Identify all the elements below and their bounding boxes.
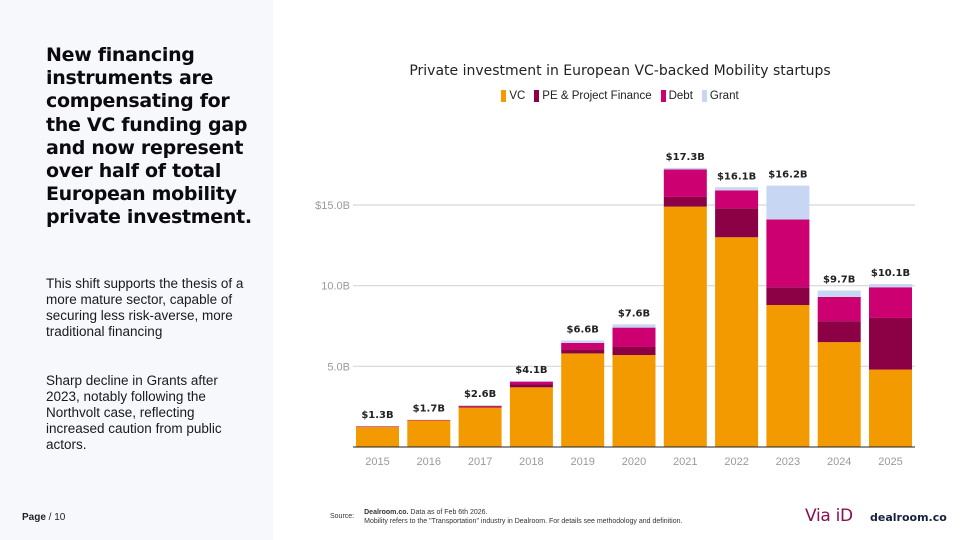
bar-segment-grant bbox=[407, 419, 451, 421]
bar-segment-pe-project-finance bbox=[663, 196, 707, 207]
bar-segment-debt bbox=[817, 296, 861, 322]
bar-segment-pe-project-finance bbox=[509, 384, 553, 388]
x-tick-label: 2016 bbox=[417, 456, 441, 468]
bar-segment-vc bbox=[407, 420, 451, 447]
source-line-1-text: Data as of Feb 6th 2026. bbox=[408, 509, 488, 516]
bar-segment-debt bbox=[561, 342, 605, 350]
source-bold: Dealroom.co. bbox=[364, 509, 409, 516]
bar-total-label: $1.7B bbox=[413, 404, 445, 415]
bar-total-label: $17.3B bbox=[666, 152, 705, 163]
page-label-count: / 10 bbox=[45, 512, 66, 523]
bar-total-label: $2.6B bbox=[464, 389, 496, 400]
legend-swatch-grant bbox=[701, 90, 707, 102]
legend-item-debt: Debt bbox=[660, 90, 693, 102]
bar-total-label: $10.1B bbox=[871, 268, 910, 279]
via-id-logo: Via iD bbox=[805, 506, 853, 526]
bar-segment-vc bbox=[715, 237, 759, 447]
bar-segment-vc bbox=[817, 342, 861, 447]
page-indicator: Page / 10 bbox=[22, 512, 65, 523]
x-tick-label: 2025 bbox=[878, 456, 902, 468]
bar-segment-debt bbox=[356, 426, 399, 428]
legend-label-vc: VC bbox=[509, 90, 526, 102]
bar-segment-debt bbox=[612, 327, 656, 347]
body-paragraph-1: This shift supports the thesis of a more… bbox=[46, 276, 244, 339]
bar-segment-grant bbox=[561, 340, 605, 343]
bar-segment-debt bbox=[663, 169, 707, 197]
bar-segment-grant bbox=[869, 284, 912, 288]
source-line-1: Dealroom.co. Data as of Feb 6th 2026. bbox=[364, 508, 682, 517]
x-tick-label: 2017 bbox=[468, 456, 492, 468]
source-note: Source: Dealroom.co. Data as of Feb 6th … bbox=[330, 508, 682, 526]
legend-item-vc: VC bbox=[501, 90, 525, 102]
bar-segment-grant bbox=[458, 405, 502, 406]
bar-segment-vc bbox=[458, 407, 502, 447]
source-line-2: Mobility refers to the "Transportation" … bbox=[364, 518, 683, 525]
bar-segment-debt bbox=[458, 405, 502, 407]
bar-segment-debt bbox=[509, 381, 553, 385]
bar-segment-pe-project-finance bbox=[715, 208, 759, 238]
bar-segment-vc bbox=[356, 426, 399, 447]
bar-segment-debt bbox=[766, 219, 810, 288]
bar-segment-pe-project-finance bbox=[817, 321, 861, 343]
bar-segment-vc bbox=[766, 305, 810, 447]
bar-segment-vc bbox=[509, 387, 553, 447]
x-tick-label: 2019 bbox=[570, 456, 594, 468]
bar-segment-grant bbox=[612, 324, 656, 328]
page-label-bold: Page bbox=[22, 512, 46, 523]
bar-segment-vc bbox=[612, 355, 656, 447]
bar-segment-pe-project-finance bbox=[869, 317, 912, 370]
y-tick-label: 10.0B bbox=[321, 281, 350, 293]
legend-item-grant: Grant bbox=[701, 90, 739, 102]
x-tick-label: 2022 bbox=[724, 456, 748, 468]
bar-segment-grant bbox=[509, 380, 553, 382]
legend-label-pe: PE & Project Finance bbox=[542, 90, 652, 102]
bar-total-label: $16.2B bbox=[768, 170, 807, 181]
bar-segment-pe-project-finance bbox=[458, 406, 502, 408]
legend-label-grant: Grant bbox=[709, 90, 739, 102]
x-tick-label: 2023 bbox=[776, 456, 800, 468]
y-tick-label: $15.0B bbox=[315, 200, 350, 212]
x-tick-label: 2024 bbox=[827, 456, 851, 468]
bar-total-label: $9.7B bbox=[823, 275, 855, 286]
legend-swatch-vc bbox=[501, 90, 507, 102]
bar-segment-grant bbox=[356, 426, 399, 427]
bar-total-label: $6.6B bbox=[567, 325, 599, 336]
bar-segment-debt bbox=[715, 190, 759, 209]
bar-segment-grant bbox=[817, 290, 861, 297]
chart-legend: VC PE & Project Finance Debt Grant bbox=[300, 90, 940, 102]
chart-title: Private investment in European VC-backed… bbox=[409, 63, 831, 79]
headline: New financing instruments are compensati… bbox=[46, 44, 252, 229]
bar-total-label: $7.6B bbox=[618, 308, 650, 319]
legend-label-debt: Debt bbox=[668, 90, 693, 102]
bar-segment-pe-project-finance bbox=[766, 287, 810, 306]
x-tick-label: 2020 bbox=[622, 456, 646, 468]
body-paragraph-2: Sharp decline in Grants after 2023, nota… bbox=[46, 373, 222, 452]
bar-segment-pe-project-finance bbox=[561, 349, 605, 354]
x-tick-label: 2021 bbox=[673, 456, 697, 468]
dealroom-logo: dealroom.co bbox=[870, 511, 947, 524]
bar-segment-vc bbox=[663, 206, 707, 447]
bar-total-label: $16.1B bbox=[717, 171, 756, 182]
bar-segment-vc bbox=[561, 353, 605, 447]
bar-segment-debt bbox=[407, 420, 451, 421]
y-tick-label: 5.0B bbox=[327, 361, 350, 373]
legend-swatch-debt bbox=[660, 90, 666, 102]
bar-segment-debt bbox=[869, 287, 912, 318]
legend-item-pe: PE & Project Finance bbox=[534, 90, 652, 102]
bar-total-label: $1.3B bbox=[361, 410, 393, 421]
legend-swatch-pe bbox=[534, 90, 540, 102]
source-label: Source: bbox=[330, 513, 355, 520]
bar-segment-grant bbox=[715, 187, 759, 191]
bar-segment-grant bbox=[663, 167, 707, 170]
x-tick-label: 2015 bbox=[365, 456, 389, 468]
x-tick-label: 2018 bbox=[519, 456, 543, 468]
bar-segment-grant bbox=[766, 185, 810, 220]
left-panel bbox=[0, 0, 273, 540]
bar-total-label: $4.1B bbox=[515, 365, 547, 376]
bar-segment-pe-project-finance bbox=[612, 346, 656, 356]
bar-segment-vc bbox=[869, 369, 912, 447]
